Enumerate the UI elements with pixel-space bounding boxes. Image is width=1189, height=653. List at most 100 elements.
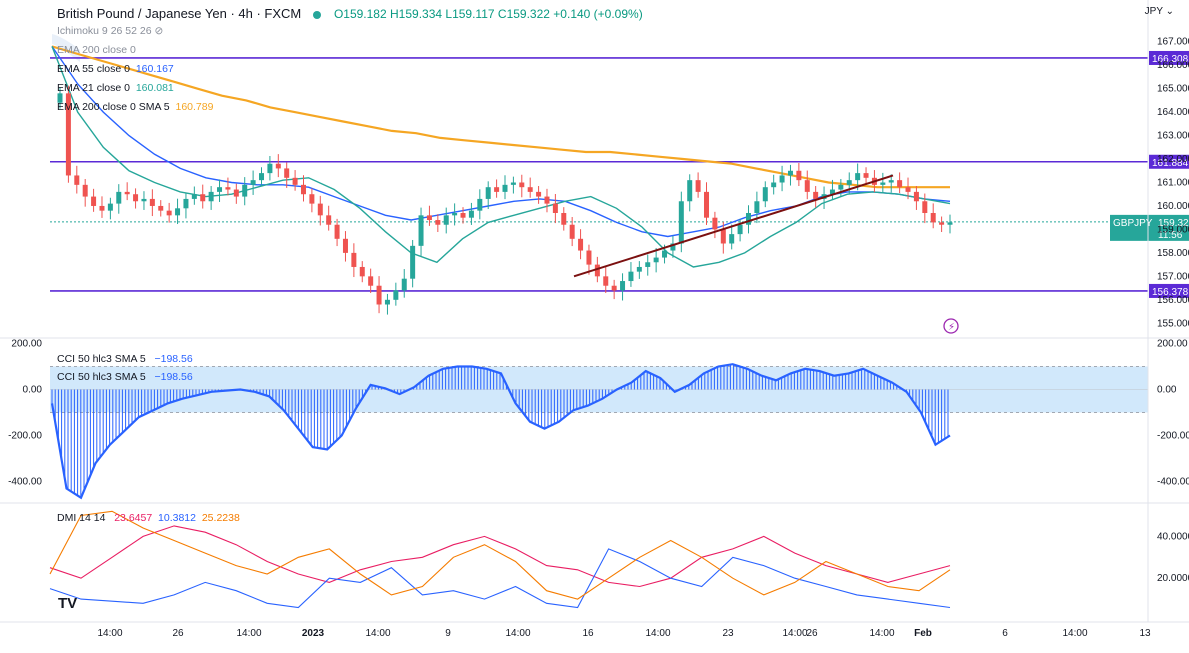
candle-body xyxy=(74,175,80,185)
candle-body xyxy=(737,224,743,235)
candle-body xyxy=(452,213,458,216)
time-tick-label: 26 xyxy=(172,628,184,639)
candle-body xyxy=(922,201,928,213)
candle-body xyxy=(670,243,676,251)
candle-body xyxy=(242,184,248,197)
price-tag-countdown: 11:56 xyxy=(1158,230,1183,241)
price-tick-label: 159.000 xyxy=(1157,224,1189,235)
candle-body xyxy=(745,213,751,225)
ohlc-low: L159.117 xyxy=(445,7,495,21)
candle-body xyxy=(107,203,113,211)
flash-icon[interactable] xyxy=(943,318,959,334)
currency-selector[interactable]: JPY ⌄ xyxy=(1144,6,1174,17)
ohlc-close: C159.322 xyxy=(497,7,550,21)
cci-tick-label-right: 0.00 xyxy=(1157,384,1177,395)
candle-body xyxy=(200,194,206,202)
candle-body xyxy=(225,187,231,190)
candle-body xyxy=(620,281,626,291)
candle-body xyxy=(158,205,164,211)
candle-body xyxy=(586,250,592,265)
time-tick-label: 14:00 xyxy=(236,628,261,639)
legend-ema21[interactable]: EMA 21 close 0 160.081 xyxy=(57,82,174,94)
legend-cci[interactable]: CCI 50 hlc3 SMA 5 −198.56 xyxy=(57,353,193,365)
candle-body xyxy=(133,194,139,202)
candle-body xyxy=(435,220,441,225)
price-tick-label: 160.000 xyxy=(1157,201,1189,212)
candle-body xyxy=(519,182,525,188)
candle-body xyxy=(477,198,483,211)
candle-body xyxy=(368,276,374,286)
candle-body xyxy=(317,203,323,216)
legend-cci-2[interactable]: CCI 50 hlc3 SMA 5 −198.56 xyxy=(57,371,193,383)
candle-body xyxy=(939,222,945,225)
ema21-line xyxy=(51,46,951,268)
candle-body xyxy=(611,285,617,291)
legend-ema-hidden[interactable]: EMA 200 close 0 xyxy=(57,44,136,56)
ohlc-change: +0.140 (+0.09%) xyxy=(553,7,643,21)
candle-body xyxy=(855,173,861,181)
price-tick-label: 165.000 xyxy=(1157,84,1189,95)
price-tag-symbol: GBPJPY xyxy=(1113,218,1153,229)
candle-body xyxy=(116,191,122,204)
candle-body xyxy=(603,276,609,286)
candle-body xyxy=(829,189,835,195)
candle-body xyxy=(838,184,844,190)
time-tick-label: 2023 xyxy=(302,628,325,639)
candle-body xyxy=(645,262,651,267)
last-price-tag xyxy=(1110,214,1189,241)
candle-body xyxy=(292,177,298,185)
level-price-tag xyxy=(1149,50,1189,65)
level-price-tag xyxy=(1149,154,1189,169)
candle-body xyxy=(947,222,953,225)
candle-body xyxy=(57,93,63,103)
candle-body xyxy=(897,180,903,188)
candle-body xyxy=(813,191,819,199)
candle-body xyxy=(804,180,810,192)
candle-body xyxy=(99,205,105,211)
ema200-line xyxy=(51,45,950,189)
eye-hidden-icon[interactable]: ⊘ xyxy=(154,25,164,37)
candle-body xyxy=(762,187,768,202)
time-tick-label: 14:00 xyxy=(505,628,530,639)
candle-body xyxy=(913,191,919,202)
legend-ema200[interactable]: EMA 200 close 0 SMA 5 160.789 xyxy=(57,101,213,113)
price-tick-label: 162.000 xyxy=(1157,154,1189,165)
legend-dmi-plus: 23.6457 xyxy=(114,512,153,524)
candle-body xyxy=(687,180,693,202)
price-tick-label: 164.000 xyxy=(1157,107,1189,118)
time-tick-label: Feb xyxy=(914,628,932,639)
legend-ema55-label: EMA 55 close 0 xyxy=(57,63,130,75)
tradingview-logo[interactable]: TV xyxy=(58,595,78,612)
legend-cci-value-2: −198.56 xyxy=(154,371,193,383)
legend-ichimoku[interactable]: Ichimoku 9 26 52 26 ⊘ xyxy=(57,25,163,37)
dmi-tick-label: 40.0000 xyxy=(1157,531,1189,542)
dmi-series-line xyxy=(49,510,951,600)
symbol-title[interactable]: British Pound / Japanese Yen · 4h · FXCM xyxy=(57,6,302,21)
candle-body xyxy=(636,266,642,272)
candle-body xyxy=(552,203,558,213)
price-tick-label: 157.000 xyxy=(1157,271,1189,282)
time-tick-label: 6 xyxy=(1002,628,1008,639)
candle-body xyxy=(930,213,936,223)
cci-tick-label-right: 200.00 xyxy=(1157,338,1188,349)
candle-body xyxy=(561,213,567,225)
candle-body xyxy=(326,215,332,225)
candle-body xyxy=(905,187,911,192)
legend-dmi[interactable]: DMI 14 14 23.6457 10.3812 25.2238 xyxy=(57,512,240,524)
candle-body xyxy=(82,184,88,197)
legend-ema55[interactable]: EMA 55 close 0 160.167 xyxy=(57,63,174,75)
candle-body xyxy=(376,285,382,305)
candle-body xyxy=(536,191,542,197)
legend-dmi-minus: 10.3812 xyxy=(158,512,196,524)
time-tick-label: 14:00 xyxy=(782,628,807,639)
candle-body xyxy=(863,173,869,178)
candle-body xyxy=(662,250,668,258)
candle-body xyxy=(771,182,777,188)
candle-body xyxy=(704,191,710,218)
dmi-series-line xyxy=(49,548,951,609)
candle-body xyxy=(342,238,348,253)
candle-body xyxy=(275,163,281,169)
candle-body xyxy=(141,198,147,202)
level-price-label: 156.378 xyxy=(1152,287,1189,298)
